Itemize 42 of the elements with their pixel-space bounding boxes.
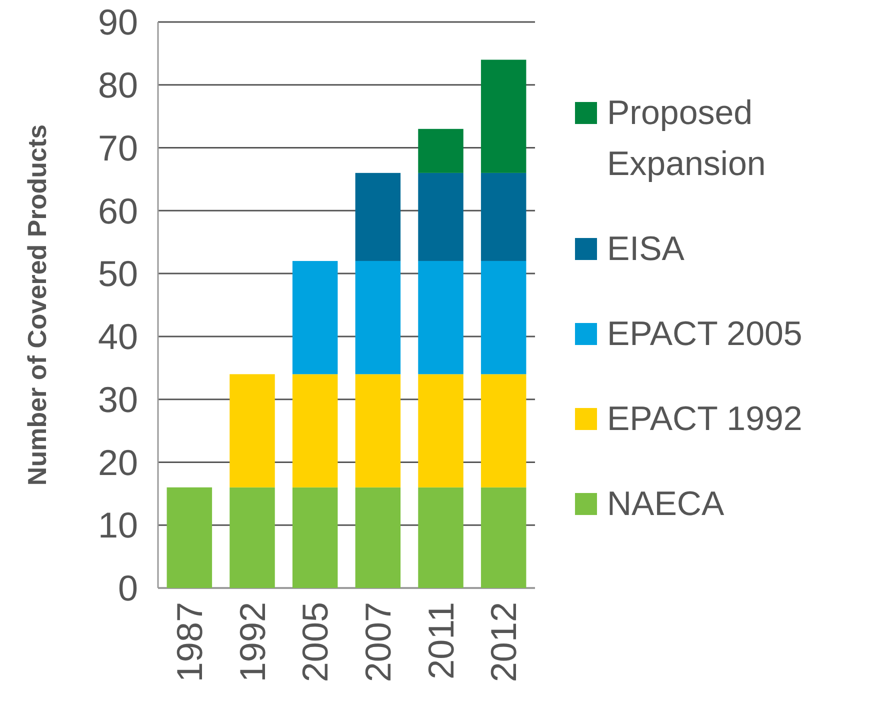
- y-tick-label: 70: [98, 127, 138, 168]
- bar: [418, 487, 464, 588]
- bar: [418, 374, 464, 488]
- legend-label: Proposed Expansion: [607, 94, 766, 183]
- y-tick-label: 10: [98, 504, 138, 546]
- y-tick-label: 20: [98, 442, 138, 483]
- bar: [230, 487, 275, 588]
- x-tick-label: 2012: [483, 602, 524, 682]
- legend-label: EPACT 1992: [607, 400, 802, 438]
- x-tick-label: 2005: [294, 602, 336, 682]
- y-tick-label: 40: [98, 316, 138, 358]
- x-tick-label: 1992: [232, 602, 273, 682]
- bar: [355, 172, 401, 261]
- x-tick-label: 2007: [358, 602, 399, 682]
- bar: [292, 487, 338, 588]
- bar: [292, 374, 338, 488]
- bar: [418, 260, 464, 374]
- legend-label: NAECA: [607, 485, 724, 523]
- bar: [230, 374, 275, 488]
- legend-label: EISA: [607, 230, 685, 268]
- x-tick-label: 2011: [420, 602, 462, 680]
- bar: [292, 260, 338, 374]
- bar: [480, 260, 526, 374]
- bar: [418, 128, 464, 173]
- y-tick-label: 0: [118, 568, 138, 609]
- legend-label: EPACT 2005: [607, 315, 802, 353]
- bar: [355, 487, 401, 588]
- y-tick-label: 60: [98, 190, 138, 232]
- bar: [355, 260, 401, 374]
- y-axis-title: Number of Covered Products: [22, 124, 52, 486]
- y-tick-label: 80: [98, 64, 138, 106]
- y-tick-label: 90: [98, 2, 138, 43]
- bar: [166, 487, 212, 588]
- bar: [480, 374, 526, 488]
- bar: [480, 60, 526, 173]
- bar: [480, 487, 526, 588]
- bar: [480, 172, 526, 261]
- y-tick-label: 30: [98, 378, 138, 420]
- bar: [355, 374, 401, 488]
- y-tick-label: 50: [98, 253, 138, 294]
- x-tick-label: 1987: [169, 602, 210, 682]
- bar: [418, 172, 464, 261]
